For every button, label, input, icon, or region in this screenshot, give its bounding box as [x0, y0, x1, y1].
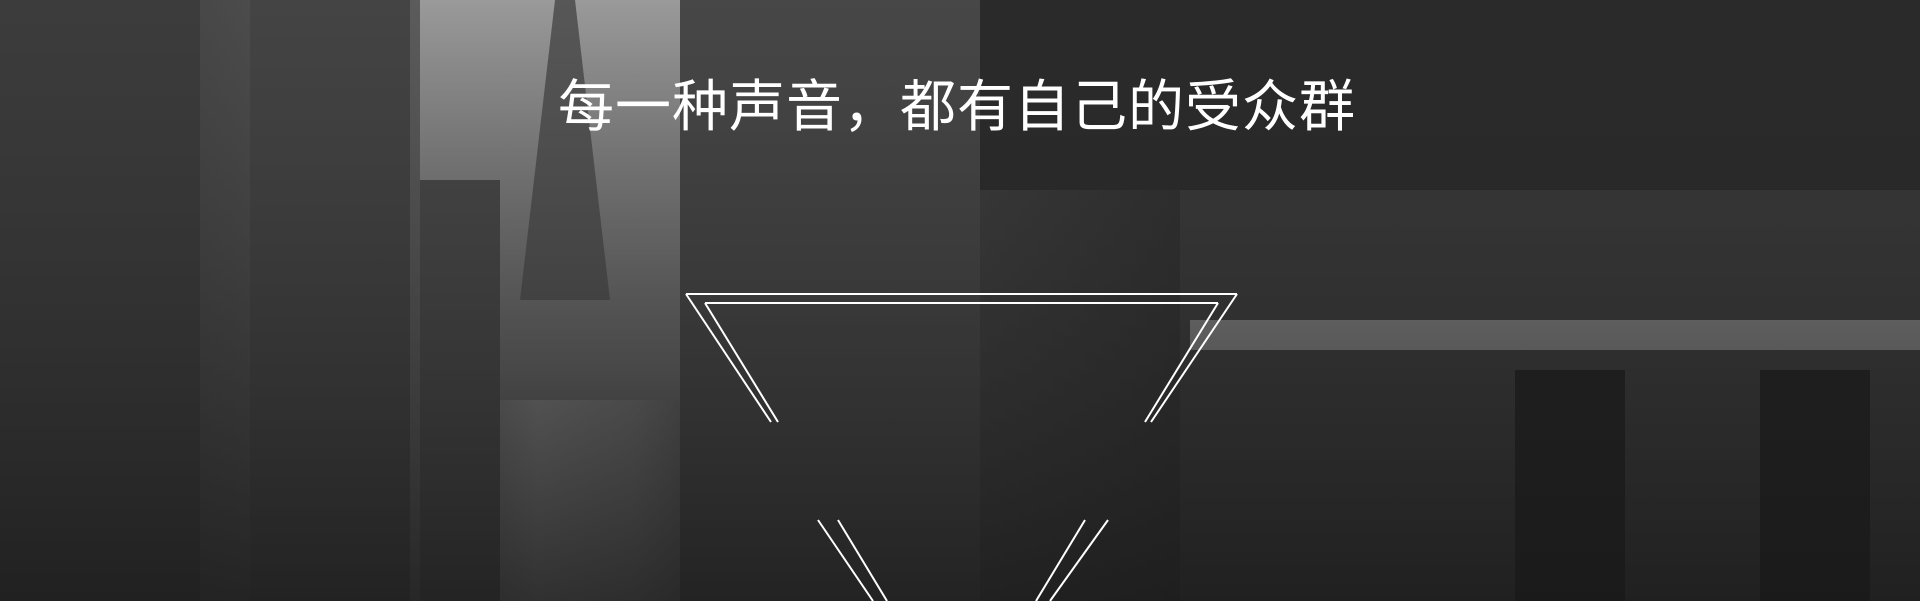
- slogan: 每一种声音，都有自己的受众群: [558, 75, 1356, 140]
- triangle-frame: [685, 293, 1238, 601]
